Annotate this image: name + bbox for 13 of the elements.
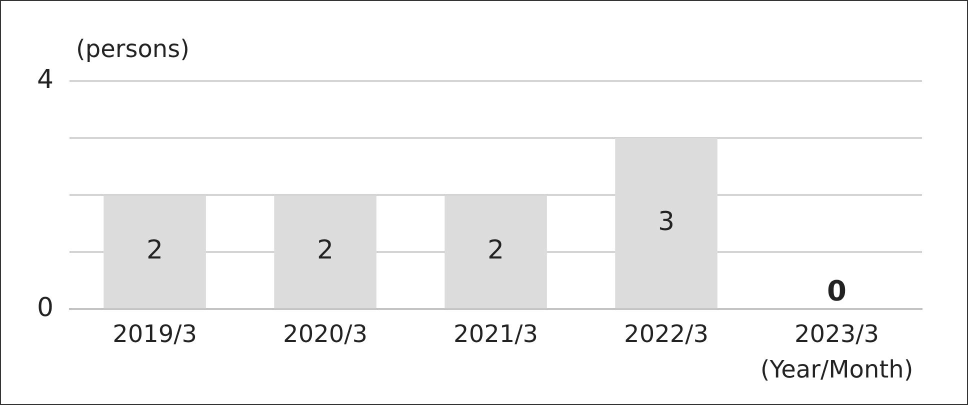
x-tick-label: 2023/3 [794,320,879,348]
x-tick-label: 2019/3 [112,320,198,348]
y-axis-title: (persons) [76,35,190,64]
x-tick-label: 2021/3 [454,320,538,348]
data-label: 3 [658,207,675,238]
x-axis-title: (Year/Month) [760,355,914,384]
x-tick-label: 2020/3 [283,320,368,348]
data-label: 2 [317,236,334,266]
data-label: 0 [827,274,846,308]
x-tick-label: 2022/3 [624,320,708,348]
data-label: 2 [488,236,504,266]
data-label: 2 [146,236,164,266]
y-tick-label: 4 [36,64,54,95]
